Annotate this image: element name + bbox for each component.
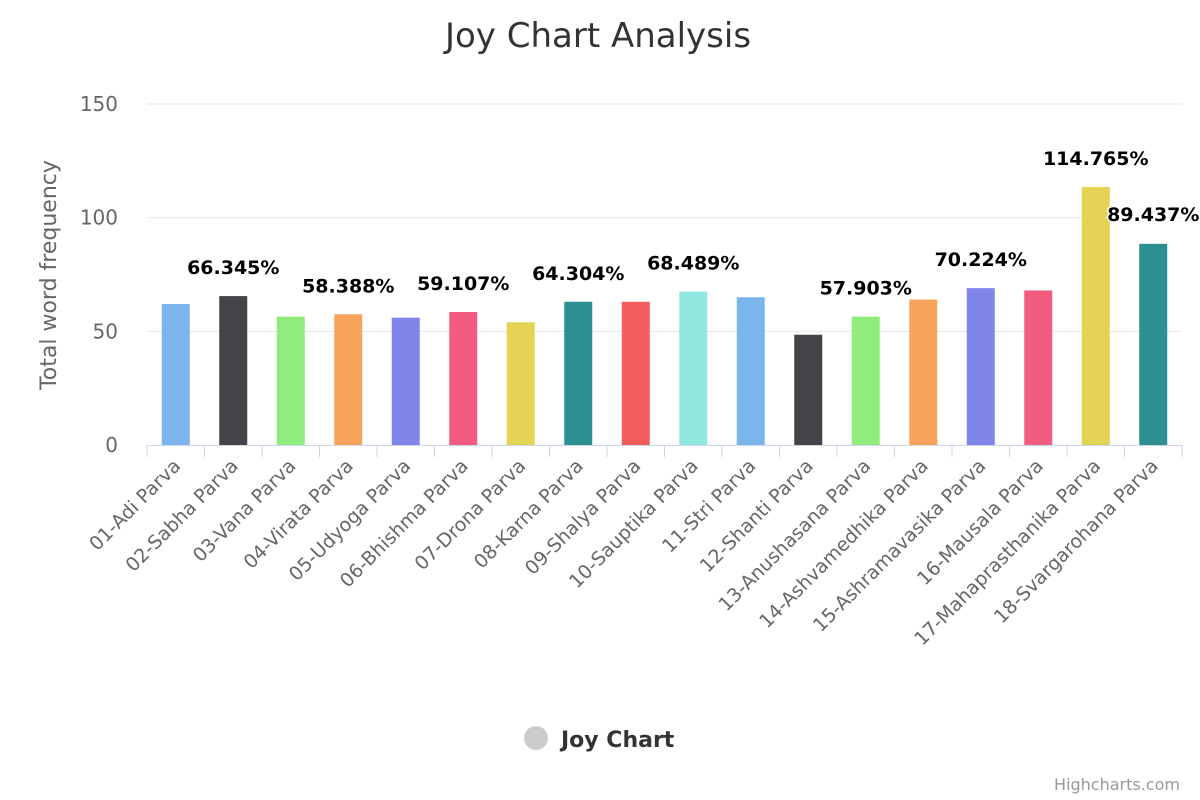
data-label: 89.437%	[1107, 204, 1199, 226]
credits-link[interactable]: Highcharts.com	[1054, 775, 1180, 794]
data-label: 68.489%	[647, 253, 739, 275]
y-tick-label: 50	[93, 319, 118, 343]
bar[interactable]	[449, 312, 478, 445]
bar[interactable]	[794, 334, 823, 445]
bar[interactable]	[736, 297, 765, 445]
data-label: 57.903%	[820, 278, 912, 300]
data-label: 59.107%	[417, 273, 509, 295]
bar[interactable]	[909, 299, 938, 445]
y-tick-label: 0	[105, 433, 118, 457]
bar[interactable]	[966, 288, 995, 445]
data-labels: 66.345% 58.388% 59.107% 64.304% 68.489% 57.90…	[186, 146, 1200, 301]
legend-label: Joy Chart	[559, 728, 675, 753]
bar[interactable]	[161, 304, 190, 445]
bar[interactable]	[334, 314, 363, 445]
legend-item[interactable]: Joy Chart	[524, 726, 675, 753]
legend-symbol-icon	[524, 726, 548, 750]
y-tick-label: 100	[80, 206, 118, 230]
bar[interactable]	[506, 322, 535, 445]
bars	[161, 186, 1168, 445]
bar[interactable]	[621, 301, 650, 445]
bar[interactable]	[679, 291, 708, 445]
x-axis-tick-marks	[146, 445, 1183, 457]
bar[interactable]	[1081, 186, 1110, 445]
bar[interactable]	[564, 301, 593, 445]
data-label: 114.765%	[1043, 148, 1149, 170]
data-label: 58.388%	[302, 275, 394, 297]
bar[interactable]	[219, 296, 248, 445]
data-label: 70.224%	[935, 249, 1027, 271]
bar[interactable]	[851, 316, 880, 445]
y-tick-label: 150	[80, 92, 118, 116]
bar[interactable]	[391, 317, 420, 445]
chart-title: Joy Chart Analysis	[443, 16, 751, 56]
x-tick-label: 03-Vana Parva	[189, 455, 301, 567]
bar[interactable]	[276, 316, 305, 445]
bar[interactable]	[1024, 290, 1053, 445]
y-axis-title: Total word frequency	[37, 160, 62, 391]
grid	[147, 103, 1182, 332]
y-axis-ticks: 0 50 100 150	[80, 92, 118, 457]
data-label: 66.345%	[187, 257, 279, 279]
data-label: 64.304%	[532, 263, 624, 285]
bar[interactable]	[1139, 243, 1168, 445]
